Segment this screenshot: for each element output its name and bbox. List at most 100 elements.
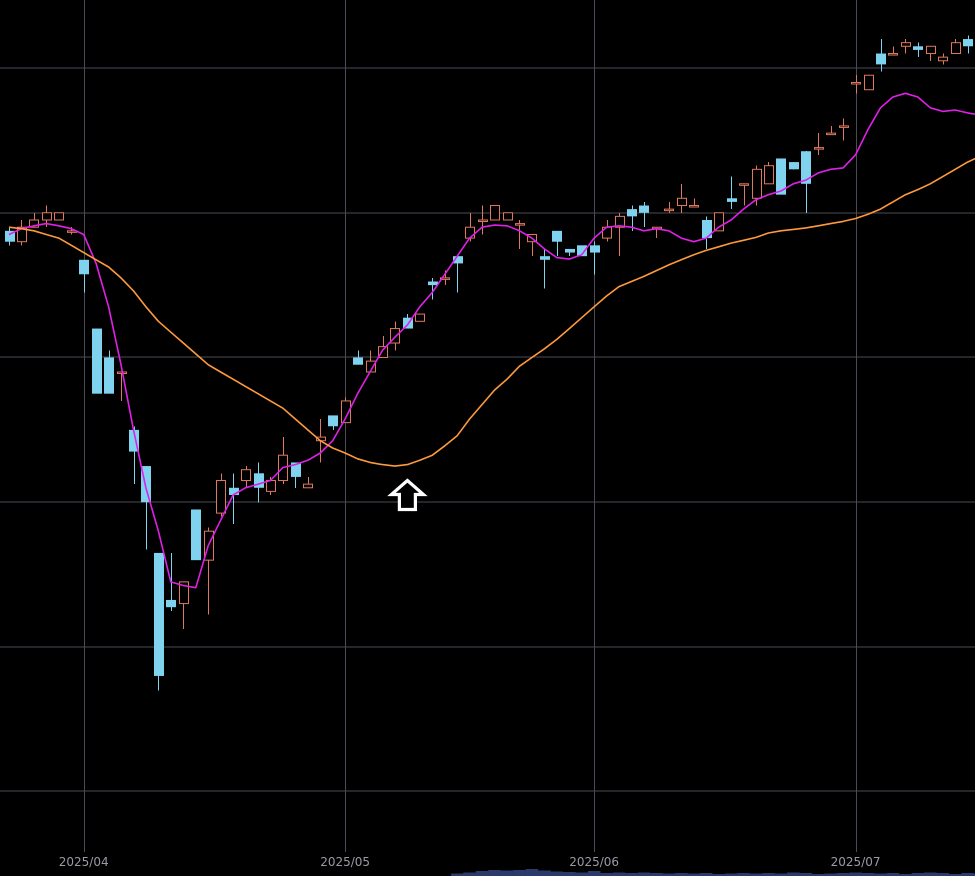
ma-short-line [8,92,975,589]
volume-bar [886,873,900,876]
candle-body-up [938,56,948,62]
candle [565,248,575,257]
candle [639,201,649,228]
candle-body-down [428,281,438,286]
candle-body-up [714,212,724,232]
candle-body-up [266,480,276,492]
candle [552,230,562,257]
ma-long-line [8,157,975,467]
candle-body-up [615,215,625,228]
volume-bar [687,873,701,876]
candle [515,219,525,249]
up-arrow-outline-icon[interactable] [387,478,428,512]
volume-bar [911,873,925,876]
candle-body-up [366,360,376,373]
candle [776,158,786,195]
volume-bar [488,870,501,876]
candle [353,350,363,365]
grid [0,0,975,852]
volume-bar [675,873,688,876]
candle-body-down [727,198,737,202]
volume-bar [637,872,651,876]
candle [677,183,687,213]
candle-body-down [876,53,886,65]
candle-body-down [552,230,562,242]
volume-bar [475,871,489,876]
candle [627,205,637,231]
candle-body-down [627,209,637,217]
volume-bar [861,873,875,876]
volume-bar [600,873,613,876]
candle [79,259,89,293]
candle [664,201,674,213]
volume-bar [562,872,576,876]
candle [378,335,388,358]
candle-body-down [577,245,587,257]
candle-body-up [54,212,64,221]
candle-body-down [801,151,811,184]
candle-body-up [664,208,674,212]
candle-body-down [453,256,463,264]
candle [104,350,114,394]
candle [714,212,724,232]
candle [702,216,712,249]
volume-bar [836,873,850,876]
volume-bar [849,872,862,876]
candle-body-up [390,328,400,344]
candle-body-up [42,212,52,221]
candle-body-up [241,469,251,482]
candle [615,212,625,257]
volume-bar [463,872,476,876]
candle [926,45,936,61]
volume-bar [762,873,775,876]
candle [54,212,64,221]
candle [229,473,239,524]
volume-bar [625,873,638,876]
candle-body-down [129,429,139,452]
candle-body-up [951,42,961,55]
candle [913,42,923,58]
candle [888,46,898,56]
candle-body-down [5,230,15,242]
volume-bar [874,873,887,876]
candle-body-down [229,487,239,496]
volume-bar [774,873,788,876]
candle [876,39,886,72]
volume-bars [450,869,975,876]
candle [839,118,849,141]
volume-bar [749,873,763,876]
candle [179,581,189,629]
candle-body-up [689,205,699,208]
candle [901,39,911,54]
volume-bar [824,873,837,876]
volume-bar [712,874,725,876]
candle-body-up [341,400,351,424]
volume-bar [500,870,514,876]
candle [254,462,264,503]
candle-body-up [739,183,749,186]
candle-body-down [154,552,164,676]
candle [864,74,874,91]
volume-bar [550,871,564,876]
indicator[interactable] [387,478,428,512]
candle-body-down [328,415,338,427]
candle-body-up [901,42,911,47]
candle-body-down [540,256,550,260]
candle [154,552,164,691]
candle [503,212,513,221]
volume-bar [662,873,676,876]
candle-body-up [826,132,836,136]
candle [938,53,948,65]
candle-body-up [677,197,687,207]
x-tick-label: 2025/05 [320,855,370,869]
volume-bar [948,874,962,876]
candle-body-up [888,53,898,56]
candle [241,466,251,488]
candle [478,205,488,235]
candle-body-down [639,205,649,213]
candle-body-down [79,259,89,275]
candle [303,476,313,489]
candle-body-down [254,473,264,488]
